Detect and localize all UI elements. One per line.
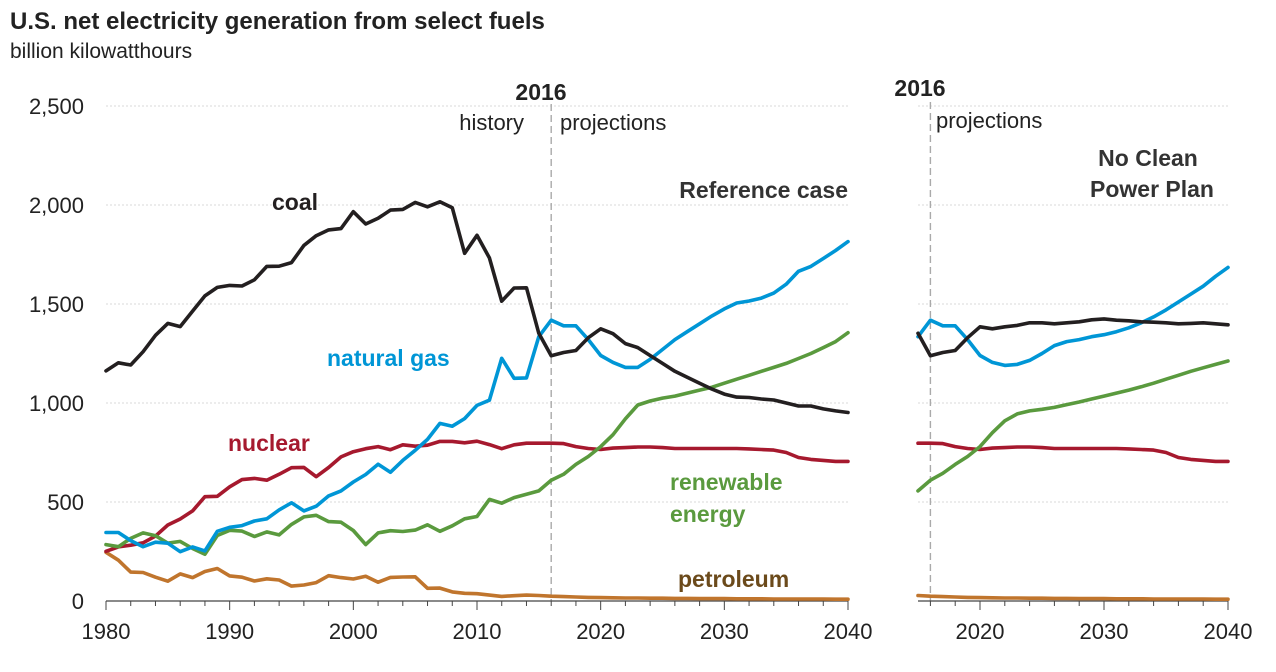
chart-title: U.S. net electricity generation from sel… (10, 8, 545, 35)
right-projections-label: projections (936, 108, 1042, 133)
x-tick-label: 2040 (824, 619, 873, 644)
chart-subtitle: billion kilowatthours (10, 40, 193, 63)
no-clean-power-plan-label-line1: No Clean (1098, 145, 1198, 171)
x-tick-label: 2000 (329, 619, 378, 644)
left-divider-year-label: 2016 (515, 79, 566, 105)
reference-nuclear-line (104, 439, 850, 554)
renewable-series-label-line2: energy (670, 501, 746, 527)
y-tick-label: 1,000 (29, 391, 84, 416)
reference-renewable-energy-line (104, 330, 850, 557)
x-tick-label: 2020 (956, 619, 1005, 644)
history-label: history (459, 110, 524, 135)
x-tick-label: 2030 (700, 619, 749, 644)
reference-case-label: Reference case (679, 177, 848, 203)
right-divider-year-label: 2016 (894, 75, 945, 101)
y-tick-label: 500 (47, 490, 84, 515)
no-cpp-coal-line (916, 317, 1230, 358)
no-cpp-natural-gas-line (916, 265, 1230, 368)
coal-series-label: coal (272, 189, 318, 215)
renewable-series-label-line1: renewable (670, 469, 783, 495)
x-tick-label: 1990 (205, 619, 254, 644)
no-cpp-renewable-energy-line (916, 359, 1230, 493)
x-tick-label: 2010 (453, 619, 502, 644)
y-tick-label: 1,500 (29, 292, 84, 317)
x-tick-label: 2020 (576, 619, 625, 644)
natural-gas-series-label: natural gas (327, 345, 450, 371)
petroleum-series-label: petroleum (678, 566, 789, 592)
no-cpp-petroleum-line (916, 593, 1230, 602)
x-tick-label: 2030 (1080, 619, 1129, 644)
y-tick-label: 0 (72, 589, 84, 614)
no-cpp-nuclear-line (916, 441, 1230, 464)
y-tick-label: 2,500 (29, 94, 84, 119)
reference-coal-line (104, 200, 850, 415)
reference-petroleum-line (104, 550, 850, 602)
no-clean-power-plan-label-line2: Power Plan (1090, 176, 1214, 202)
left-projections-label: projections (560, 110, 666, 135)
y-tick-label: 2,000 (29, 193, 84, 218)
nuclear-series-label: nuclear (228, 430, 310, 456)
x-tick-label: 2040 (1204, 619, 1253, 644)
x-tick-label: 1980 (82, 619, 131, 644)
reference-natural-gas-line (104, 239, 850, 554)
